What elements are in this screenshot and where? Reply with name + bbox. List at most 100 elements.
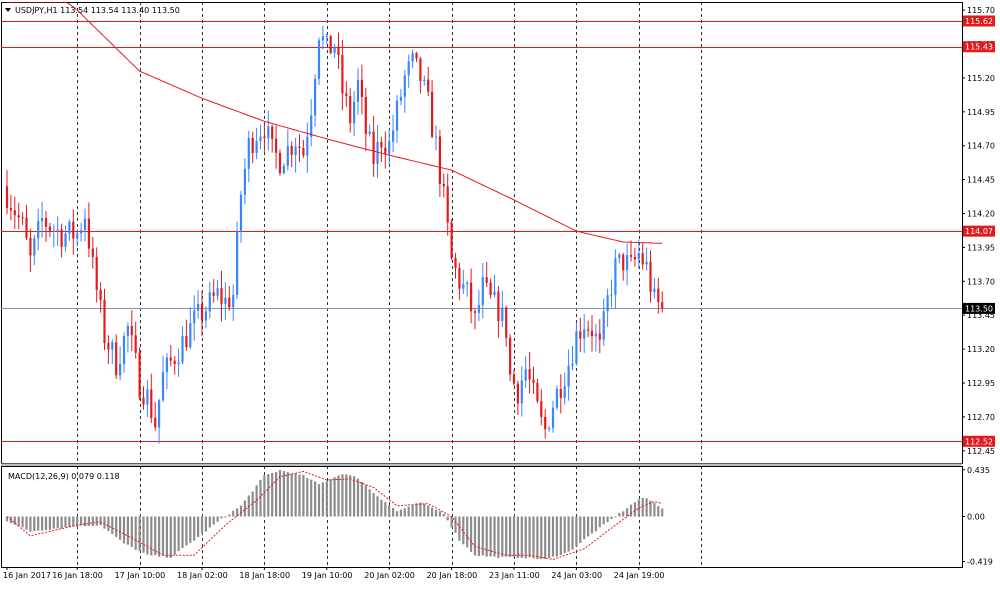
candle-bull[interactable]	[56, 229, 59, 231]
candle-bear[interactable]	[130, 325, 133, 336]
candle-bull[interactable]	[255, 141, 258, 154]
candle-bull[interactable]	[614, 258, 617, 295]
candle-bear[interactable]	[13, 210, 16, 216]
candle-bear[interactable]	[173, 360, 176, 365]
candle-bear[interactable]	[598, 333, 601, 340]
candle-bear[interactable]	[185, 335, 188, 348]
candle-bull[interactable]	[306, 136, 309, 156]
candle-bull[interactable]	[111, 342, 114, 350]
candle-bull[interactable]	[247, 138, 250, 169]
candle-bear[interactable]	[341, 55, 344, 94]
candle-bull[interactable]	[567, 365, 570, 387]
candle-bear[interactable]	[442, 183, 445, 187]
candle-bear[interactable]	[431, 91, 434, 137]
candle-bear[interactable]	[134, 335, 137, 353]
candle-bull[interactable]	[407, 61, 410, 76]
candle-bull[interactable]	[602, 311, 605, 340]
candle-bull[interactable]	[239, 194, 243, 231]
candle-bull[interactable]	[356, 79, 360, 102]
candle-bear[interactable]	[622, 254, 625, 271]
candle-bull[interactable]	[583, 329, 586, 339]
candle-bear[interactable]	[212, 292, 215, 296]
candle-bull[interactable]	[462, 284, 465, 289]
candle-bull[interactable]	[392, 130, 395, 142]
candle-bull[interactable]	[80, 230, 83, 234]
candle-bull[interactable]	[317, 40, 321, 80]
symbol-menu-triangle-icon[interactable]	[5, 8, 11, 12]
candle-bull[interactable]	[236, 230, 239, 295]
candle-bear[interactable]	[641, 253, 644, 265]
candle-bear[interactable]	[290, 145, 293, 155]
candle-bull[interactable]	[37, 221, 40, 239]
candle-bull[interactable]	[524, 369, 527, 381]
candle-bull[interactable]	[267, 126, 270, 139]
candle-bull[interactable]	[126, 325, 129, 337]
candle-bear[interactable]	[450, 222, 453, 259]
candle-bull[interactable]	[177, 362, 180, 365]
candle-bull[interactable]	[68, 221, 71, 234]
candle-bear[interactable]	[251, 138, 254, 154]
candle-bear[interactable]	[142, 397, 145, 405]
candle-bull[interactable]	[321, 36, 324, 41]
candle-bull[interactable]	[466, 282, 469, 285]
candle-bull[interactable]	[158, 400, 161, 428]
candle-bull[interactable]	[411, 53, 414, 62]
candle-bear[interactable]	[657, 288, 660, 303]
candle-bear[interactable]	[154, 417, 157, 428]
candle-bear[interactable]	[107, 342, 110, 350]
candle-bull[interactable]	[259, 136, 262, 142]
candle-bull[interactable]	[122, 336, 126, 364]
candle-bull[interactable]	[618, 254, 621, 259]
candle-bear[interactable]	[372, 131, 375, 164]
candle-bull[interactable]	[481, 277, 484, 306]
candle-bear[interactable]	[473, 311, 477, 313]
candle-bear[interactable]	[87, 218, 90, 249]
candle-bull[interactable]	[493, 291, 496, 296]
candle-bull[interactable]	[548, 428, 551, 430]
candle-bull[interactable]	[197, 303, 200, 311]
candle-bull[interactable]	[286, 145, 289, 166]
candle-bull[interactable]	[216, 288, 219, 296]
candle-bear[interactable]	[60, 229, 63, 248]
candle-bear[interactable]	[9, 208, 12, 211]
candle-bear[interactable]	[419, 58, 422, 81]
candle-bear[interactable]	[579, 331, 582, 339]
candle-bear[interactable]	[103, 299, 106, 343]
candle-bear[interactable]	[263, 136, 266, 139]
candle-bull[interactable]	[76, 233, 79, 239]
candle-bull[interactable]	[575, 331, 578, 364]
candle-bull[interactable]	[208, 292, 211, 312]
candle-bear[interactable]	[633, 256, 636, 260]
candle-bear[interactable]	[587, 329, 590, 331]
candle-bull[interactable]	[282, 165, 285, 174]
candle-bear[interactable]	[329, 36, 332, 53]
candle-bear[interactable]	[349, 96, 352, 124]
candle-bear[interactable]	[497, 291, 500, 322]
candle-bear[interactable]	[364, 96, 367, 135]
candle-bull[interactable]	[224, 297, 227, 304]
candle-bear[interactable]	[345, 93, 348, 97]
candle-bull[interactable]	[314, 79, 317, 116]
candle-bear[interactable]	[415, 53, 418, 59]
candle-bull[interactable]	[520, 380, 523, 404]
candle-bear[interactable]	[512, 374, 516, 384]
candle-bear[interactable]	[271, 126, 274, 139]
candle-bear[interactable]	[489, 282, 492, 296]
candle-bull[interactable]	[119, 363, 122, 376]
candle-bear[interactable]	[528, 369, 531, 380]
candle-bull[interactable]	[204, 311, 207, 321]
candle-bull[interactable]	[189, 323, 192, 348]
candle-bull[interactable]	[294, 146, 297, 155]
candle-bull[interactable]	[52, 230, 55, 232]
candle-bear[interactable]	[532, 379, 535, 383]
candle-bear[interactable]	[29, 237, 32, 256]
candle-bull[interactable]	[645, 261, 648, 265]
candle-bear[interactable]	[438, 136, 441, 184]
candle-bear[interactable]	[25, 217, 28, 238]
candle-bear[interactable]	[99, 289, 102, 300]
candle-bull[interactable]	[146, 389, 149, 405]
candle-bear[interactable]	[150, 389, 153, 418]
candle-bear[interactable]	[540, 401, 543, 417]
candle-bull[interactable]	[434, 136, 438, 138]
